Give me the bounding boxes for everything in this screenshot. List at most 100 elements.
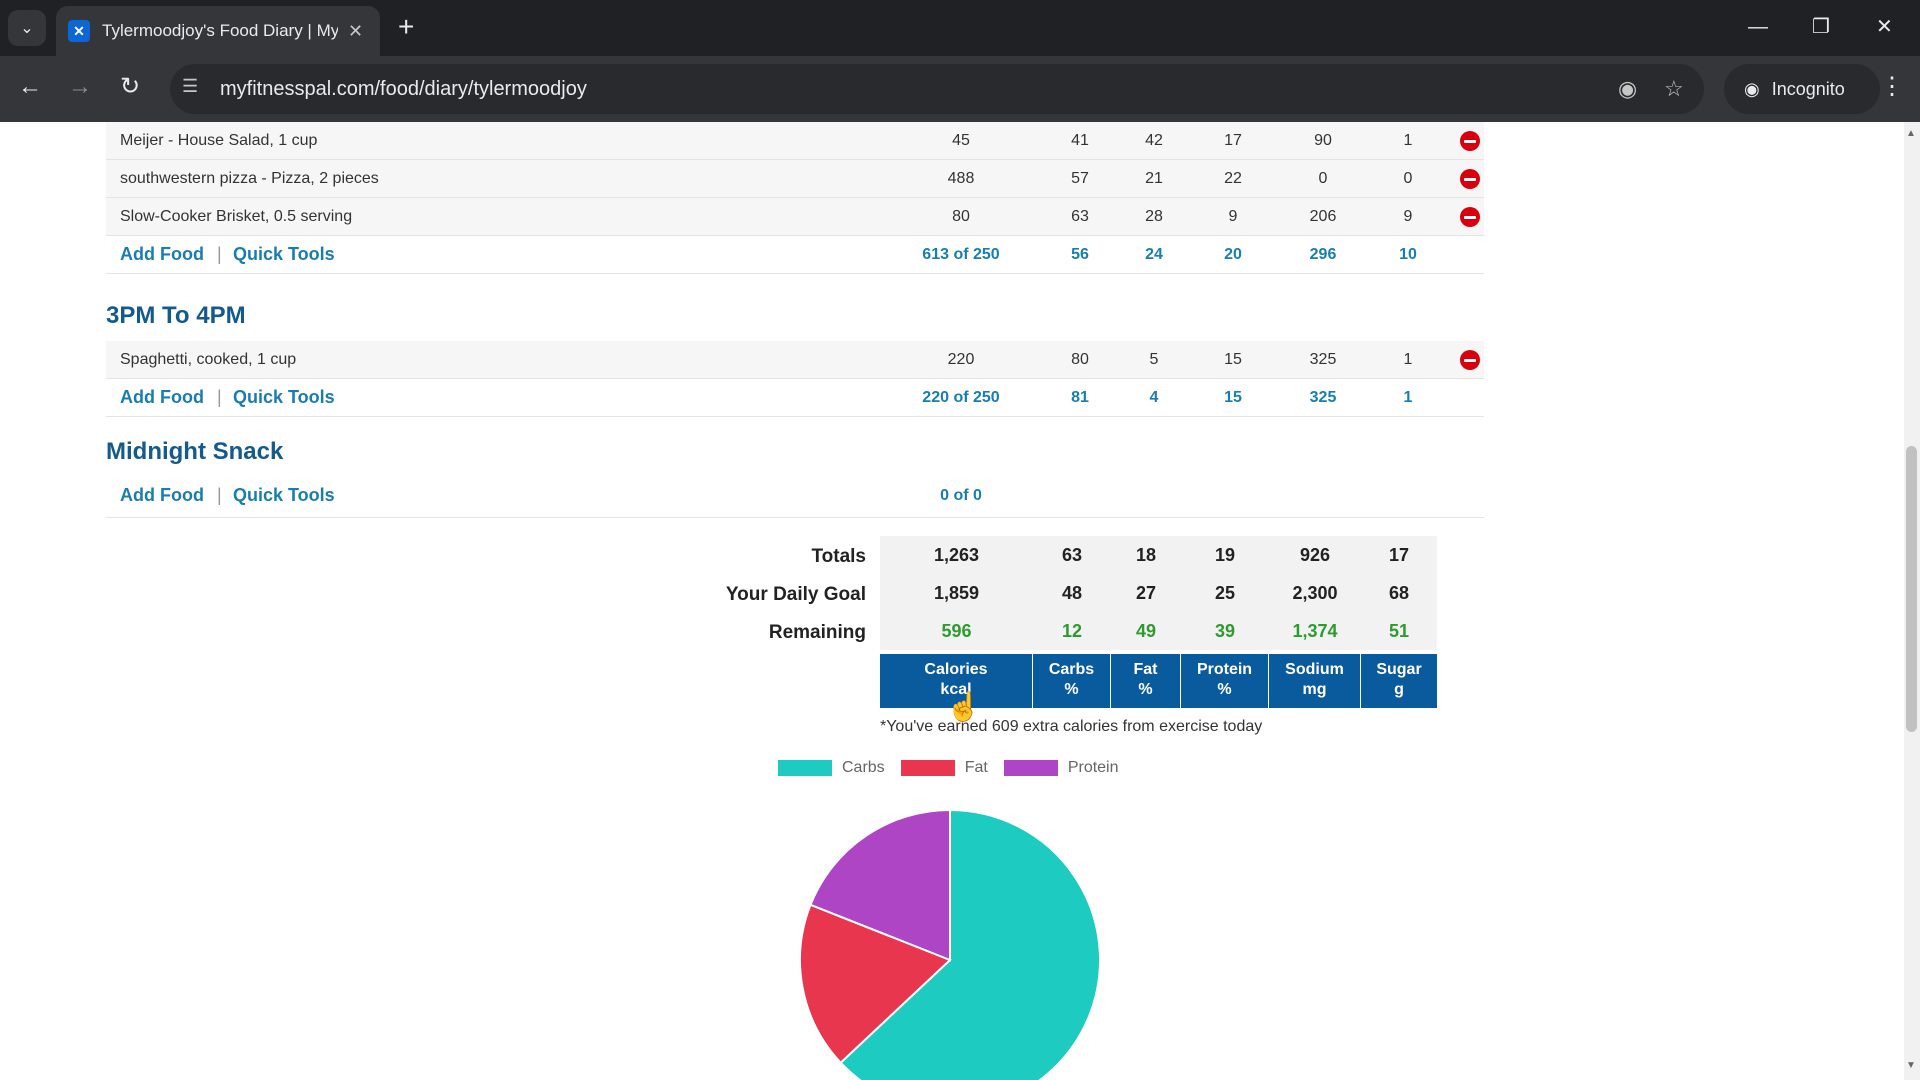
totals-protein: 19 <box>1214 545 1236 565</box>
totals-sugar: 17 <box>1388 545 1410 565</box>
tab-search-button[interactable]: ⌄ <box>8 10 46 46</box>
meal-total-carbs: 81 <box>1071 389 1089 406</box>
food-sugar: 1 <box>1403 132 1413 149</box>
legend-label-protein: Protein <box>1067 759 1119 776</box>
tab-title: Tylermoodjoy's Food Diary | My <box>102 21 338 40</box>
remaining-fat: 49 <box>1135 621 1157 641</box>
url-text[interactable]: myfitnesspal.com/food/diary/tylermoodjoy <box>220 78 587 100</box>
remaining-protein: 39 <box>1214 621 1236 641</box>
remaining-carbs: 12 <box>1061 621 1083 641</box>
food-name[interactable]: southwestern pizza - Pizza, 2 pieces <box>120 170 379 187</box>
legend-swatch-carbs <box>778 760 832 776</box>
food-name[interactable]: Slow-Cooker Brisket, 0.5 serving <box>120 208 353 225</box>
totals-label: Totals <box>811 546 866 567</box>
browser-tab-active[interactable]: ✕ Tylermoodjoy's Food Diary | My ✕ <box>56 6 380 56</box>
food-row: Slow-Cooker Brisket, 0.5 serving 80 63 2… <box>106 198 1484 236</box>
food-row: southwestern pizza - Pizza, 2 pieces 488… <box>106 160 1484 198</box>
meal-title-3pm-4pm: 3PM To 4PM <box>106 302 246 329</box>
food-fat: 28 <box>1145 208 1163 225</box>
site-info-icon[interactable]: ☰ <box>182 76 199 96</box>
restore-window-icon[interactable]: ❐ <box>1812 16 1830 38</box>
forward-arrow-icon[interactable]: → <box>68 73 92 100</box>
goal-sugar: 68 <box>1388 583 1410 603</box>
back-arrow-icon[interactable]: ← <box>18 73 42 100</box>
food-protein: 22 <box>1224 170 1242 187</box>
food-row: Spaghetti, cooked, 1 cup 220 80 5 15 325… <box>106 341 1484 379</box>
goal-calories: 1,859 <box>933 583 980 603</box>
close-window-icon[interactable]: ✕ <box>1876 16 1893 38</box>
food-carbs: 41 <box>1071 132 1089 149</box>
food-sugar: 0 <box>1403 170 1413 187</box>
scroll-up-arrow-icon[interactable]: ▲ <box>1906 128 1916 139</box>
meal-totals-row: Add Food | Quick Tools 220 of 250 81 4 1… <box>106 379 1484 417</box>
totals-calories: 1,263 <box>933 545 980 565</box>
incognito-label: Incognito <box>1771 78 1845 99</box>
tracking-protection-eye-icon[interactable]: ◉ <box>1618 76 1638 101</box>
link-separator: | <box>217 485 222 505</box>
meal-total-sugar: 10 <box>1399 246 1417 263</box>
food-fat: 42 <box>1145 132 1163 149</box>
food-name[interactable]: Spaghetti, cooked, 1 cup <box>120 351 297 368</box>
add-food-link[interactable]: Add Food <box>120 387 204 407</box>
column-header-fat: Fat% <box>1111 654 1181 708</box>
add-food-link[interactable]: Add Food <box>120 244 204 264</box>
link-separator: | <box>217 387 222 407</box>
add-food-link[interactable]: Add Food <box>120 485 204 505</box>
quick-tools-link[interactable]: Quick Tools <box>233 485 335 505</box>
chart-legend: Carbs Fat Protein <box>778 758 1119 778</box>
scrollbar-thumb[interactable] <box>1906 446 1917 732</box>
food-fat: 5 <box>1149 351 1159 368</box>
food-diary-page: Meijer - House Salad, 1 cup 45 41 42 17 … <box>0 122 1904 1080</box>
food-carbs: 57 <box>1071 170 1089 187</box>
browser-tabstrip: ⌄ ✕ Tylermoodjoy's Food Diary | My ✕ + —… <box>0 0 1920 56</box>
exercise-calories-note: *You've earned 609 extra calories from e… <box>880 718 1263 735</box>
myfitnesspal-favicon-icon: ✕ <box>68 20 90 42</box>
pie-slice-carbs[interactable] <box>839 808 1101 1080</box>
pie-slice-protein[interactable] <box>809 808 951 962</box>
food-name[interactable]: Meijer - House Salad, 1 cup <box>120 132 318 149</box>
food-sodium: 206 <box>1309 208 1337 225</box>
food-protein: 17 <box>1224 132 1242 149</box>
minimize-window-icon[interactable]: — <box>1748 16 1768 38</box>
new-tab-button[interactable]: + <box>398 11 415 42</box>
totals-row: 1,263 63 18 19 926 17 <box>880 536 1437 574</box>
remaining-label: Remaining <box>768 622 866 643</box>
food-calories: 45 <box>952 132 970 149</box>
meal-totals-row: Add Food | Quick Tools 613 of 250 56 24 … <box>106 236 1484 274</box>
food-carbs: 80 <box>1071 351 1089 368</box>
browser-toolbar: ← → ↻ ☰ myfitnesspal.com/food/diary/tyle… <box>0 56 1920 122</box>
incognito-icon: ◉ <box>1744 78 1760 99</box>
meal-total-calories: 0 of 0 <box>940 487 982 504</box>
food-carbs: 63 <box>1071 208 1089 225</box>
daily-goal-row: 1,859 48 27 25 2,300 68 <box>880 574 1437 612</box>
scroll-down-arrow-icon[interactable]: ▼ <box>1906 1060 1916 1071</box>
macro-pie-chart <box>799 808 1101 1080</box>
legend-swatch-fat <box>900 760 955 776</box>
link-separator: | <box>217 244 222 264</box>
reload-icon[interactable]: ↻ <box>120 73 141 100</box>
meal-total-fat: 4 <box>1149 389 1159 406</box>
quick-tools-link[interactable]: Quick Tools <box>233 387 335 407</box>
bookmark-star-icon[interactable]: ☆ <box>1664 76 1684 101</box>
incognito-badge[interactable]: ◉ Incognito <box>1724 64 1880 114</box>
close-tab-icon[interactable]: ✕ <box>348 20 364 41</box>
remaining-row: 596 12 49 39 1,374 51 <box>880 612 1437 650</box>
remove-food-icon[interactable] <box>1460 350 1480 370</box>
meal-title-midnight-snack: Midnight Snack <box>106 438 284 465</box>
food-sodium: 0 <box>1318 170 1328 187</box>
browser-menu-icon[interactable]: ⋮ <box>1880 73 1904 100</box>
remove-food-icon[interactable] <box>1460 169 1480 189</box>
remove-food-icon[interactable] <box>1460 131 1480 151</box>
food-sugar: 9 <box>1403 208 1413 225</box>
food-calories: 220 <box>947 351 975 368</box>
food-sugar: 1 <box>1403 351 1413 368</box>
remove-food-icon[interactable] <box>1460 207 1480 227</box>
column-header-sodium: Sodium mg <box>1269 654 1361 708</box>
address-bar[interactable]: ☰ myfitnesspal.com/food/diary/tylermoodj… <box>170 64 1704 114</box>
legend-label-carbs: Carbs <box>842 759 885 776</box>
food-protein: 15 <box>1224 351 1242 368</box>
quick-tools-link[interactable]: Quick Tools <box>233 244 335 264</box>
pie-slice-fat[interactable] <box>799 903 952 1065</box>
hand-cursor-icon: ☝ <box>946 691 981 722</box>
totals-fat: 18 <box>1135 545 1157 565</box>
